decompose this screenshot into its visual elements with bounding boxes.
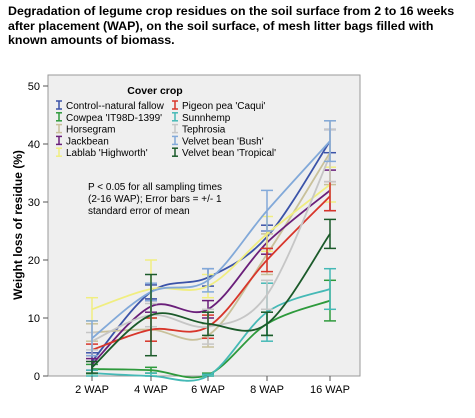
- error-bar: [86, 360, 98, 374]
- error-bar: [202, 311, 214, 337]
- x-tick-label: 4 WAP: [134, 384, 168, 396]
- legend-label: Jackbean: [66, 136, 109, 147]
- annotation-text: P < 0.05 for all sampling times (2-16 WAP…: [88, 182, 222, 217]
- series-line: [91, 233, 331, 368]
- y-tick-label: 50: [28, 81, 40, 93]
- legend-item-control-natural-fallow: Control--natural fallow: [56, 100, 165, 112]
- chart-title: Degradation of legume crop residues on t…: [8, 4, 455, 47]
- x-tick-label: 6 WAP: [191, 384, 225, 396]
- y-tick-label: 40: [28, 139, 40, 151]
- y-tick-label: 10: [28, 313, 40, 325]
- legend-label: Cowpea 'IT98D-1399': [66, 113, 162, 124]
- legend-label: Lablab 'Highworth': [66, 148, 148, 159]
- y-tick-label: 20: [28, 255, 40, 267]
- legend-item-horsegram: Horsegram: [56, 123, 115, 136]
- error-bar: [324, 218, 336, 250]
- legend-label: Pigeon pea 'Caqui': [182, 101, 265, 112]
- error-bar: [324, 267, 336, 311]
- legend-item-velvet-bean-bush: Velvet bean 'Bush': [172, 135, 264, 147]
- legend-item-cowpea-it98d-1399: Cowpea 'IT98D-1399': [56, 112, 162, 124]
- x-axis: 2 WAP 4 WAP 6 WAP 8 WAP 16 WAP: [75, 376, 350, 396]
- series-velvet-bean-tropical: [86, 218, 336, 374]
- legend-item-pigeon-pea-caqui: Pigeon pea 'Caqui': [172, 100, 265, 112]
- legend-title: Cover crop: [127, 85, 182, 97]
- y-tick-label: 30: [28, 197, 40, 209]
- legend-label: Tephrosia: [182, 125, 226, 136]
- error-bar: [261, 247, 273, 273]
- legend: Cover crop Control--natural fallowCowpea…: [56, 85, 276, 159]
- legend-item-sunnhemp: Sunnhemp: [172, 112, 231, 124]
- error-bar: [324, 120, 336, 163]
- error-bar: [202, 267, 214, 293]
- legend-label: Velvet bean 'Bush': [182, 136, 264, 147]
- legend-label: Velvet bean 'Tropical': [182, 148, 276, 159]
- legend-item-jackbean: Jackbean: [56, 135, 109, 147]
- y-axis-label: Weight loss of residue (%): [11, 150, 25, 300]
- plot-area: [47, 74, 361, 377]
- x-tick-label: 2 WAP: [75, 384, 109, 396]
- legend-item-tephrosia: Tephrosia: [172, 123, 226, 136]
- error-bar: [261, 279, 273, 311]
- error-bar: [86, 320, 98, 357]
- legend-label: Horsegram: [66, 125, 115, 136]
- x-tick-label: 8 WAP: [250, 384, 284, 396]
- error-bar: [261, 311, 273, 337]
- legend-item-lablab-highworth: Lablab 'Highworth': [56, 147, 148, 159]
- series-layer: [86, 120, 336, 382]
- legend-item-velvet-bean-tropical: Velvet bean 'Tropical': [172, 147, 276, 159]
- x-tick-label: 16 WAP: [310, 384, 350, 396]
- series-line: [91, 155, 331, 343]
- y-axis: 0 10 20 30 40 50: [28, 81, 48, 383]
- legend-label: Control--natural fallow: [66, 101, 165, 112]
- error-bar: [261, 189, 273, 232]
- y-tick-label: 0: [34, 371, 40, 383]
- error-bar: [145, 273, 157, 357]
- legend-label: Sunnhemp: [182, 113, 231, 124]
